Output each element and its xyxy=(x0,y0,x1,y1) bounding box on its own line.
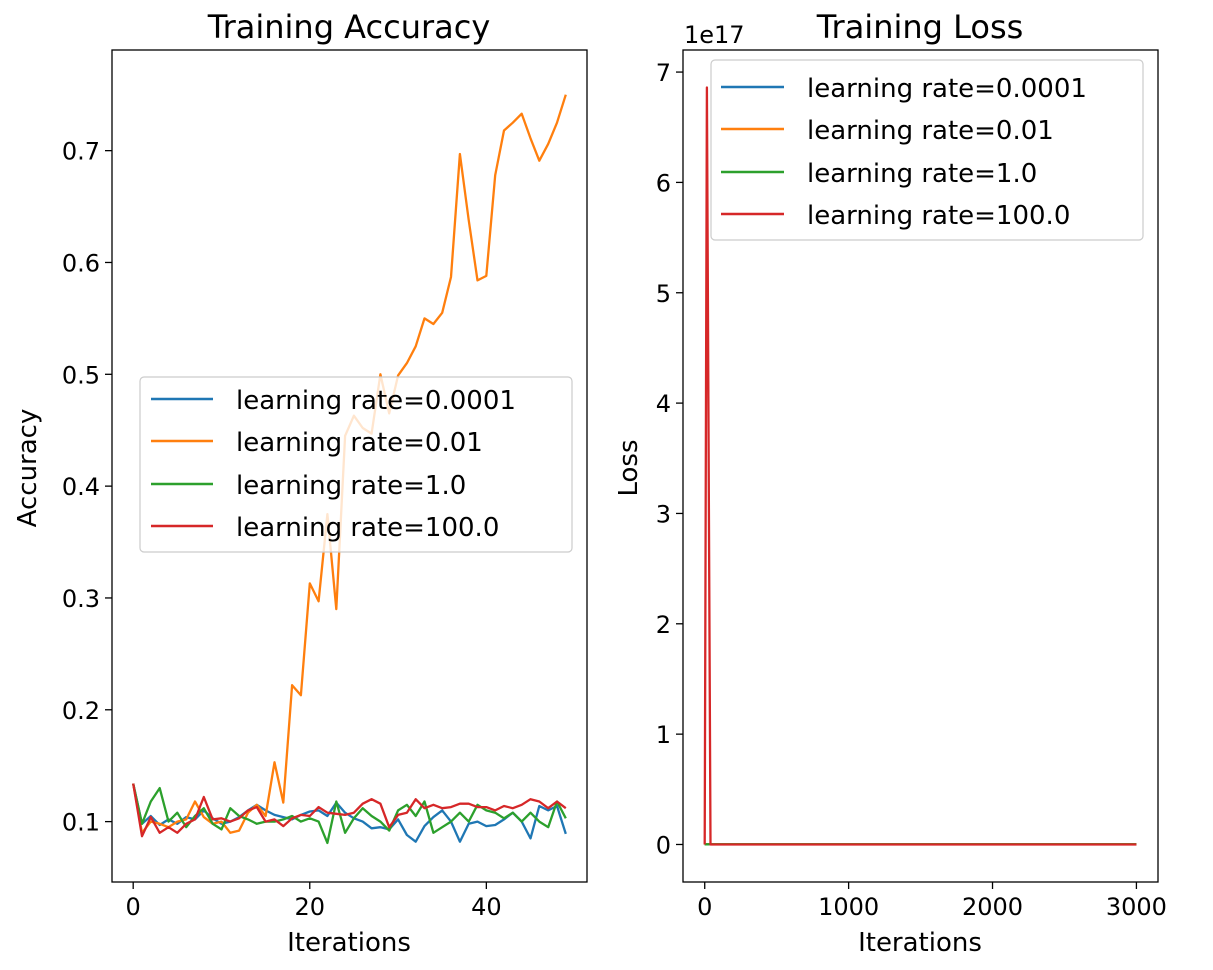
loss-x-tick-label: 3000 xyxy=(1106,893,1167,921)
accuracy-y-tick-label: 0.1 xyxy=(62,809,100,837)
accuracy-y-ticks: 0.1 0.2 0.3 0.4 0.5 0.6 0.7 xyxy=(62,138,112,837)
loss-chart-title: Training Loss xyxy=(816,8,1024,46)
loss-legend-box xyxy=(710,59,1144,241)
loss-x-axis-label: Iterations xyxy=(858,928,982,958)
loss-x-tick-label: 0 xyxy=(697,893,712,921)
loss-y-tick-label: 1 xyxy=(656,721,671,749)
accuracy-x-ticks: 0 20 40 xyxy=(126,882,502,921)
accuracy-y-tick-label: 0.4 xyxy=(62,473,100,501)
accuracy-series-line-lr-1 xyxy=(132,783,567,845)
loss-legend-label-lr-0001: learning rate=0.0001 xyxy=(807,74,1087,104)
accuracy-y-tick-label: 0.7 xyxy=(62,138,100,166)
loss-x-ticks: 0 1000 2000 3000 xyxy=(697,882,1167,921)
loss-y-tick-label: 0 xyxy=(656,831,671,859)
accuracy-x-tick-label: 40 xyxy=(471,893,502,921)
loss-panel: Training Loss 1e17 Loss Iterations 0 1000… xyxy=(614,8,1167,958)
loss-legend-label-lr-100: learning rate=100.0 xyxy=(807,201,1070,231)
accuracy-series-line-lr-100 xyxy=(132,783,567,838)
loss-legend-label-lr-1: learning rate=1.0 xyxy=(807,159,1037,189)
accuracy-chart-title: Training Accuracy xyxy=(207,8,491,46)
accuracy-x-tick-label: 20 xyxy=(294,893,325,921)
loss-y-offset-text: 1e17 xyxy=(684,21,745,49)
loss-y-tick-label: 5 xyxy=(656,280,671,308)
loss-legend: learning rate=0.0001 learning rate=0.01 … xyxy=(710,59,1144,241)
accuracy-legend-label-lr-0001: learning rate=0.0001 xyxy=(236,386,516,416)
loss-y-tick-label: 7 xyxy=(656,59,671,87)
loss-y-tick-label: 3 xyxy=(656,500,671,528)
loss-x-tick-label: 1000 xyxy=(818,893,879,921)
loss-y-axis-label: Loss xyxy=(614,439,644,496)
accuracy-y-axis-label: Accuracy xyxy=(13,409,43,528)
accuracy-legend-label-lr-001: learning rate=0.01 xyxy=(236,428,483,458)
accuracy-x-tick-label: 0 xyxy=(126,893,141,921)
loss-series-lines xyxy=(703,86,1137,846)
accuracy-panel: Training Accuracy Accuracy Iterations 0 2… xyxy=(13,8,588,958)
accuracy-legend-label-lr-1: learning rate=1.0 xyxy=(236,471,466,501)
loss-legend-label-lr-001: learning rate=0.01 xyxy=(807,116,1054,146)
accuracy-y-tick-label: 0.3 xyxy=(62,585,100,613)
accuracy-y-tick-label: 0.6 xyxy=(62,249,100,277)
loss-y-tick-label: 2 xyxy=(656,611,671,639)
loss-y-ticks: 0 1 2 3 4 5 6 7 xyxy=(656,59,683,859)
accuracy-legend-label-lr-100: learning rate=100.0 xyxy=(236,513,499,543)
loss-axes-frame xyxy=(682,49,1159,883)
accuracy-y-tick-label: 0.2 xyxy=(62,697,100,725)
loss-series-line-lr-100 xyxy=(703,86,1137,846)
accuracy-legend: learning rate=0.0001 learning rate=0.01 … xyxy=(139,376,573,553)
accuracy-y-tick-label: 0.5 xyxy=(62,361,100,389)
loss-x-tick-label: 2000 xyxy=(962,893,1023,921)
accuracy-legend-box xyxy=(139,376,573,553)
loss-y-tick-label: 4 xyxy=(656,390,671,418)
loss-y-tick-label: 6 xyxy=(656,169,671,197)
accuracy-x-axis-label: Iterations xyxy=(287,928,411,958)
accuracy-axes-frame xyxy=(111,49,588,883)
